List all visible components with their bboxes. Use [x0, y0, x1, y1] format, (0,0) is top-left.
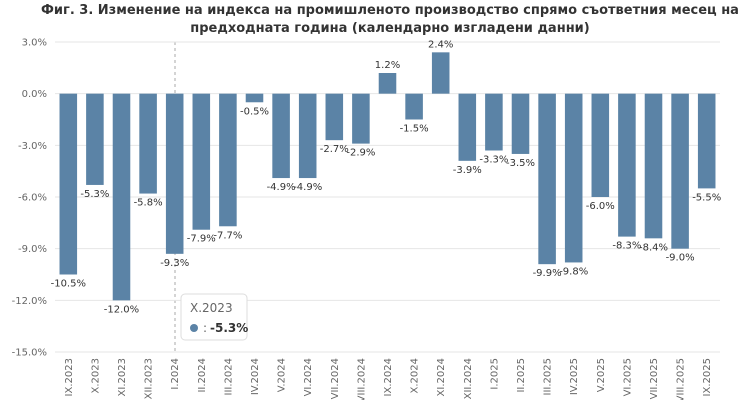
x-tick-label: X.2024 [410, 358, 421, 393]
bar [458, 93, 477, 161]
x-tick-label: X.2023 [90, 358, 101, 393]
bar [325, 93, 344, 141]
bar [431, 52, 450, 94]
value-label: -12.0% [104, 304, 139, 315]
value-label: -9.9% [533, 268, 562, 279]
tooltip-separator: : [203, 321, 207, 335]
value-label: -8.4% [639, 242, 668, 253]
x-tick-label: I.2024 [170, 358, 181, 390]
x-tick-label: VIII.2025 [676, 358, 687, 400]
value-label: -9.8% [559, 266, 588, 277]
bar [139, 93, 157, 194]
y-tick-label: 3.0% [22, 38, 47, 49]
bar [591, 93, 610, 197]
tooltip: X.2023 : -5.3% [180, 293, 248, 341]
x-tick-label: XII.2024 [463, 358, 474, 399]
x-tick-label: V.2024 [277, 358, 288, 392]
value-label: -3.9% [453, 165, 482, 176]
x-tick-label: VIII.2024 [356, 358, 367, 400]
bar [378, 73, 397, 94]
value-label: -9.3% [160, 258, 189, 269]
value-label: -5.8% [134, 198, 163, 209]
x-tick-label: XI.2024 [436, 358, 447, 396]
y-tick-label: -6.0% [18, 193, 47, 204]
bar [644, 93, 663, 239]
value-label: -3.5% [506, 158, 535, 169]
x-tick-label: XI.2023 [117, 358, 128, 396]
value-label: -2.7% [320, 144, 349, 155]
value-label: 1.2% [375, 60, 400, 71]
value-label: -7.9% [187, 234, 216, 245]
bar [697, 93, 716, 189]
bar [671, 93, 689, 249]
chart-title: Фиг. 3. Изменение на индекса на промишле… [41, 3, 739, 36]
y-tick-label: -9.0% [18, 244, 47, 255]
x-tick-label: VII.2025 [649, 358, 660, 399]
x-tick-label: IV.2024 [250, 358, 261, 395]
bar [192, 93, 211, 230]
tooltip-value: -5.3% [210, 321, 248, 335]
x-tick-label: IX.2025 [702, 358, 713, 396]
bar [538, 93, 556, 265]
bar [112, 93, 131, 301]
bar [219, 93, 237, 227]
bar [298, 93, 317, 179]
x-tick-label: VII.2024 [330, 358, 341, 399]
bar [272, 93, 290, 179]
x-tick-label: VI.2025 [622, 358, 633, 396]
value-label: -4.9% [293, 182, 322, 193]
bar [485, 93, 503, 151]
value-label: -0.5% [240, 106, 269, 117]
value-label: -5.5% [692, 192, 721, 203]
x-tick-label: V.2025 [596, 358, 607, 392]
value-label: -7.7% [213, 230, 242, 241]
value-label: -3.3% [479, 155, 508, 166]
x-tick-label: III.2024 [223, 358, 234, 395]
value-label: -5.3% [80, 189, 109, 200]
x-tick-label: III.2025 [543, 358, 554, 395]
x-tick-label: IV.2025 [569, 358, 580, 395]
value-label: -4.9% [267, 182, 296, 193]
x-tick-label: II.2025 [516, 358, 527, 393]
x-tick-label: IX.2024 [383, 358, 394, 396]
tooltip-bullet [190, 324, 198, 332]
x-tick-label: XII.2023 [144, 358, 155, 399]
y-tick-label: -3.0% [18, 141, 47, 152]
bar [405, 93, 423, 120]
bar [86, 93, 104, 185]
y-tick-label: -12.0% [12, 296, 47, 307]
bar [59, 93, 78, 275]
bar [245, 93, 264, 103]
x-tick-label: VI.2024 [303, 358, 314, 396]
x-tick-label: IX.2023 [64, 358, 75, 396]
y-tick-label: 0.0% [22, 89, 47, 100]
value-label: -6.0% [586, 201, 615, 212]
bar [618, 93, 636, 237]
y-tick-label: -15.0% [12, 348, 47, 359]
value-label: -10.5% [51, 279, 86, 290]
value-label: 2.4% [428, 39, 453, 50]
value-label: -1.5% [400, 124, 429, 135]
value-label: -9.0% [666, 253, 695, 264]
x-tick-label: I.2025 [489, 358, 500, 390]
tooltip-title: X.2023 [190, 301, 233, 315]
value-label: -8.3% [612, 241, 641, 252]
bar [352, 93, 370, 144]
x-tick-label: II.2024 [197, 358, 208, 393]
bar [564, 93, 583, 263]
bar [511, 93, 530, 154]
value-label: -2.9% [346, 148, 375, 159]
bar [165, 93, 184, 254]
